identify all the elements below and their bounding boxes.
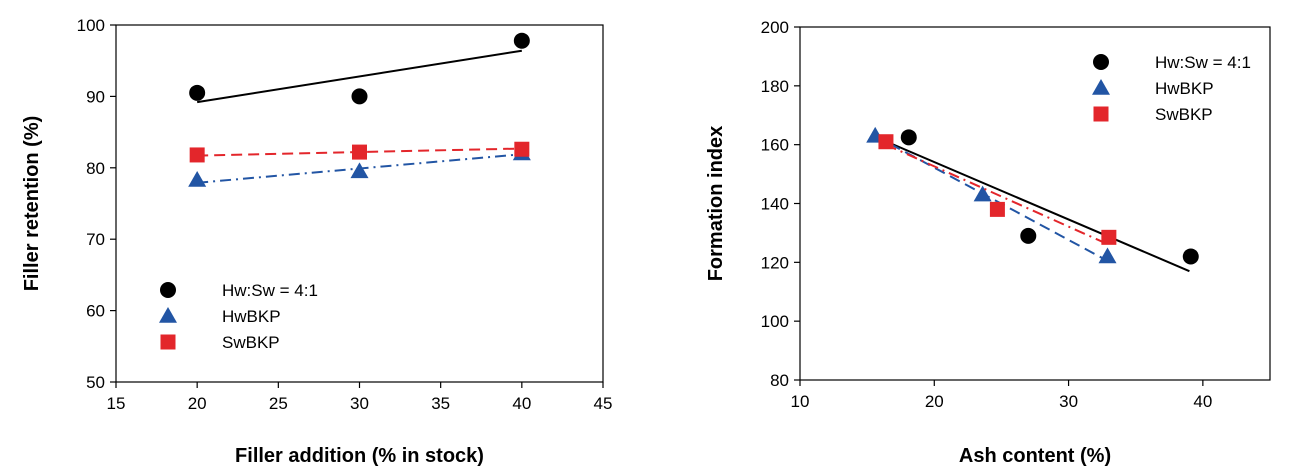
legend-marker (160, 334, 176, 350)
data-point (351, 88, 368, 105)
filler-retention-chart: 15 20 25 30 35 40 45 50 60 70 80 90 100 Filler additi… (21, 16, 612, 467)
x-tick-label: 15 (107, 394, 126, 413)
data-point (189, 147, 205, 163)
data-point (1182, 248, 1199, 265)
legend-marker (160, 282, 176, 298)
y-tick-label: 200 (761, 18, 789, 37)
legend-label: SwBKP (222, 333, 280, 352)
legend-marker (1092, 79, 1110, 95)
data-point (973, 185, 992, 202)
legend: Hw:Sw = 4:1 HwBKP SwBKP (159, 281, 318, 352)
series-0 (189, 32, 530, 105)
x-tick-label: 20 (925, 392, 944, 411)
formation-index-chart: 10 20 30 40 80 100 120 140 160 180 200 Ash content … (705, 18, 1271, 467)
series-0 (882, 129, 1199, 273)
data-point (350, 162, 369, 179)
legend-label: SwBKP (1155, 105, 1213, 124)
data-point (188, 170, 207, 187)
y-tick-label: 80 (86, 159, 105, 178)
y-tick-label: 120 (761, 253, 789, 272)
y-tick-label: 50 (86, 373, 105, 392)
y-tick-label: 90 (86, 87, 105, 106)
data-point (189, 84, 206, 101)
x-tick-label: 20 (188, 394, 207, 413)
legend-label: Hw:Sw = 4:1 (1155, 53, 1251, 72)
x-tick-label: 25 (269, 394, 288, 413)
y-tick-label: 180 (761, 77, 789, 96)
x-tick-label: 30 (1059, 392, 1078, 411)
data-point (1020, 227, 1037, 244)
series-2 (189, 141, 530, 163)
x-tick-label: 40 (1193, 392, 1212, 411)
y-tick-label: 80 (770, 371, 789, 390)
data-point (878, 134, 894, 150)
x-axis-title: Ash content (%) (959, 445, 1111, 467)
legend-label: Hw:Sw = 4:1 (222, 281, 318, 300)
data-point (1101, 229, 1117, 245)
x-tick-label: 30 (350, 394, 369, 413)
legend-marker (159, 307, 177, 323)
y-tick-label: 100 (77, 16, 105, 35)
legend-marker (1093, 54, 1109, 70)
plot-frame (115, 24, 604, 383)
legend: Hw:Sw = 4:1 HwBKP SwBKP (1092, 53, 1251, 124)
y-tick-label: 160 (761, 136, 789, 155)
series-1 (866, 126, 1117, 264)
y-tick-label: 60 (86, 302, 105, 321)
y-tick-label: 70 (86, 230, 105, 249)
y-tick-label: 100 (761, 312, 789, 331)
y-tick-label: 140 (761, 195, 789, 214)
trend-line (885, 143, 1110, 246)
data-point (900, 129, 917, 146)
data-point (514, 141, 530, 157)
y-axis-title: Filler retention (%) (21, 116, 43, 292)
legend-marker (1093, 106, 1109, 122)
data-point (989, 201, 1005, 217)
y-axis-title: Formation index (705, 126, 727, 282)
x-tick-label: 40 (512, 394, 531, 413)
trend-line (882, 139, 1190, 273)
x-tick-label: 45 (594, 394, 613, 413)
legend-label: HwBKP (1155, 79, 1214, 98)
series-2 (878, 134, 1117, 246)
data-point (513, 32, 530, 49)
data-point (1098, 247, 1117, 264)
x-axis-title: Filler addition (% in stock) (235, 445, 484, 467)
x-tick-label: 35 (431, 394, 450, 413)
trend-line (197, 49, 522, 104)
data-point (352, 144, 367, 160)
legend-label: HwBKP (222, 307, 281, 326)
x-tick-label: 10 (791, 392, 810, 411)
